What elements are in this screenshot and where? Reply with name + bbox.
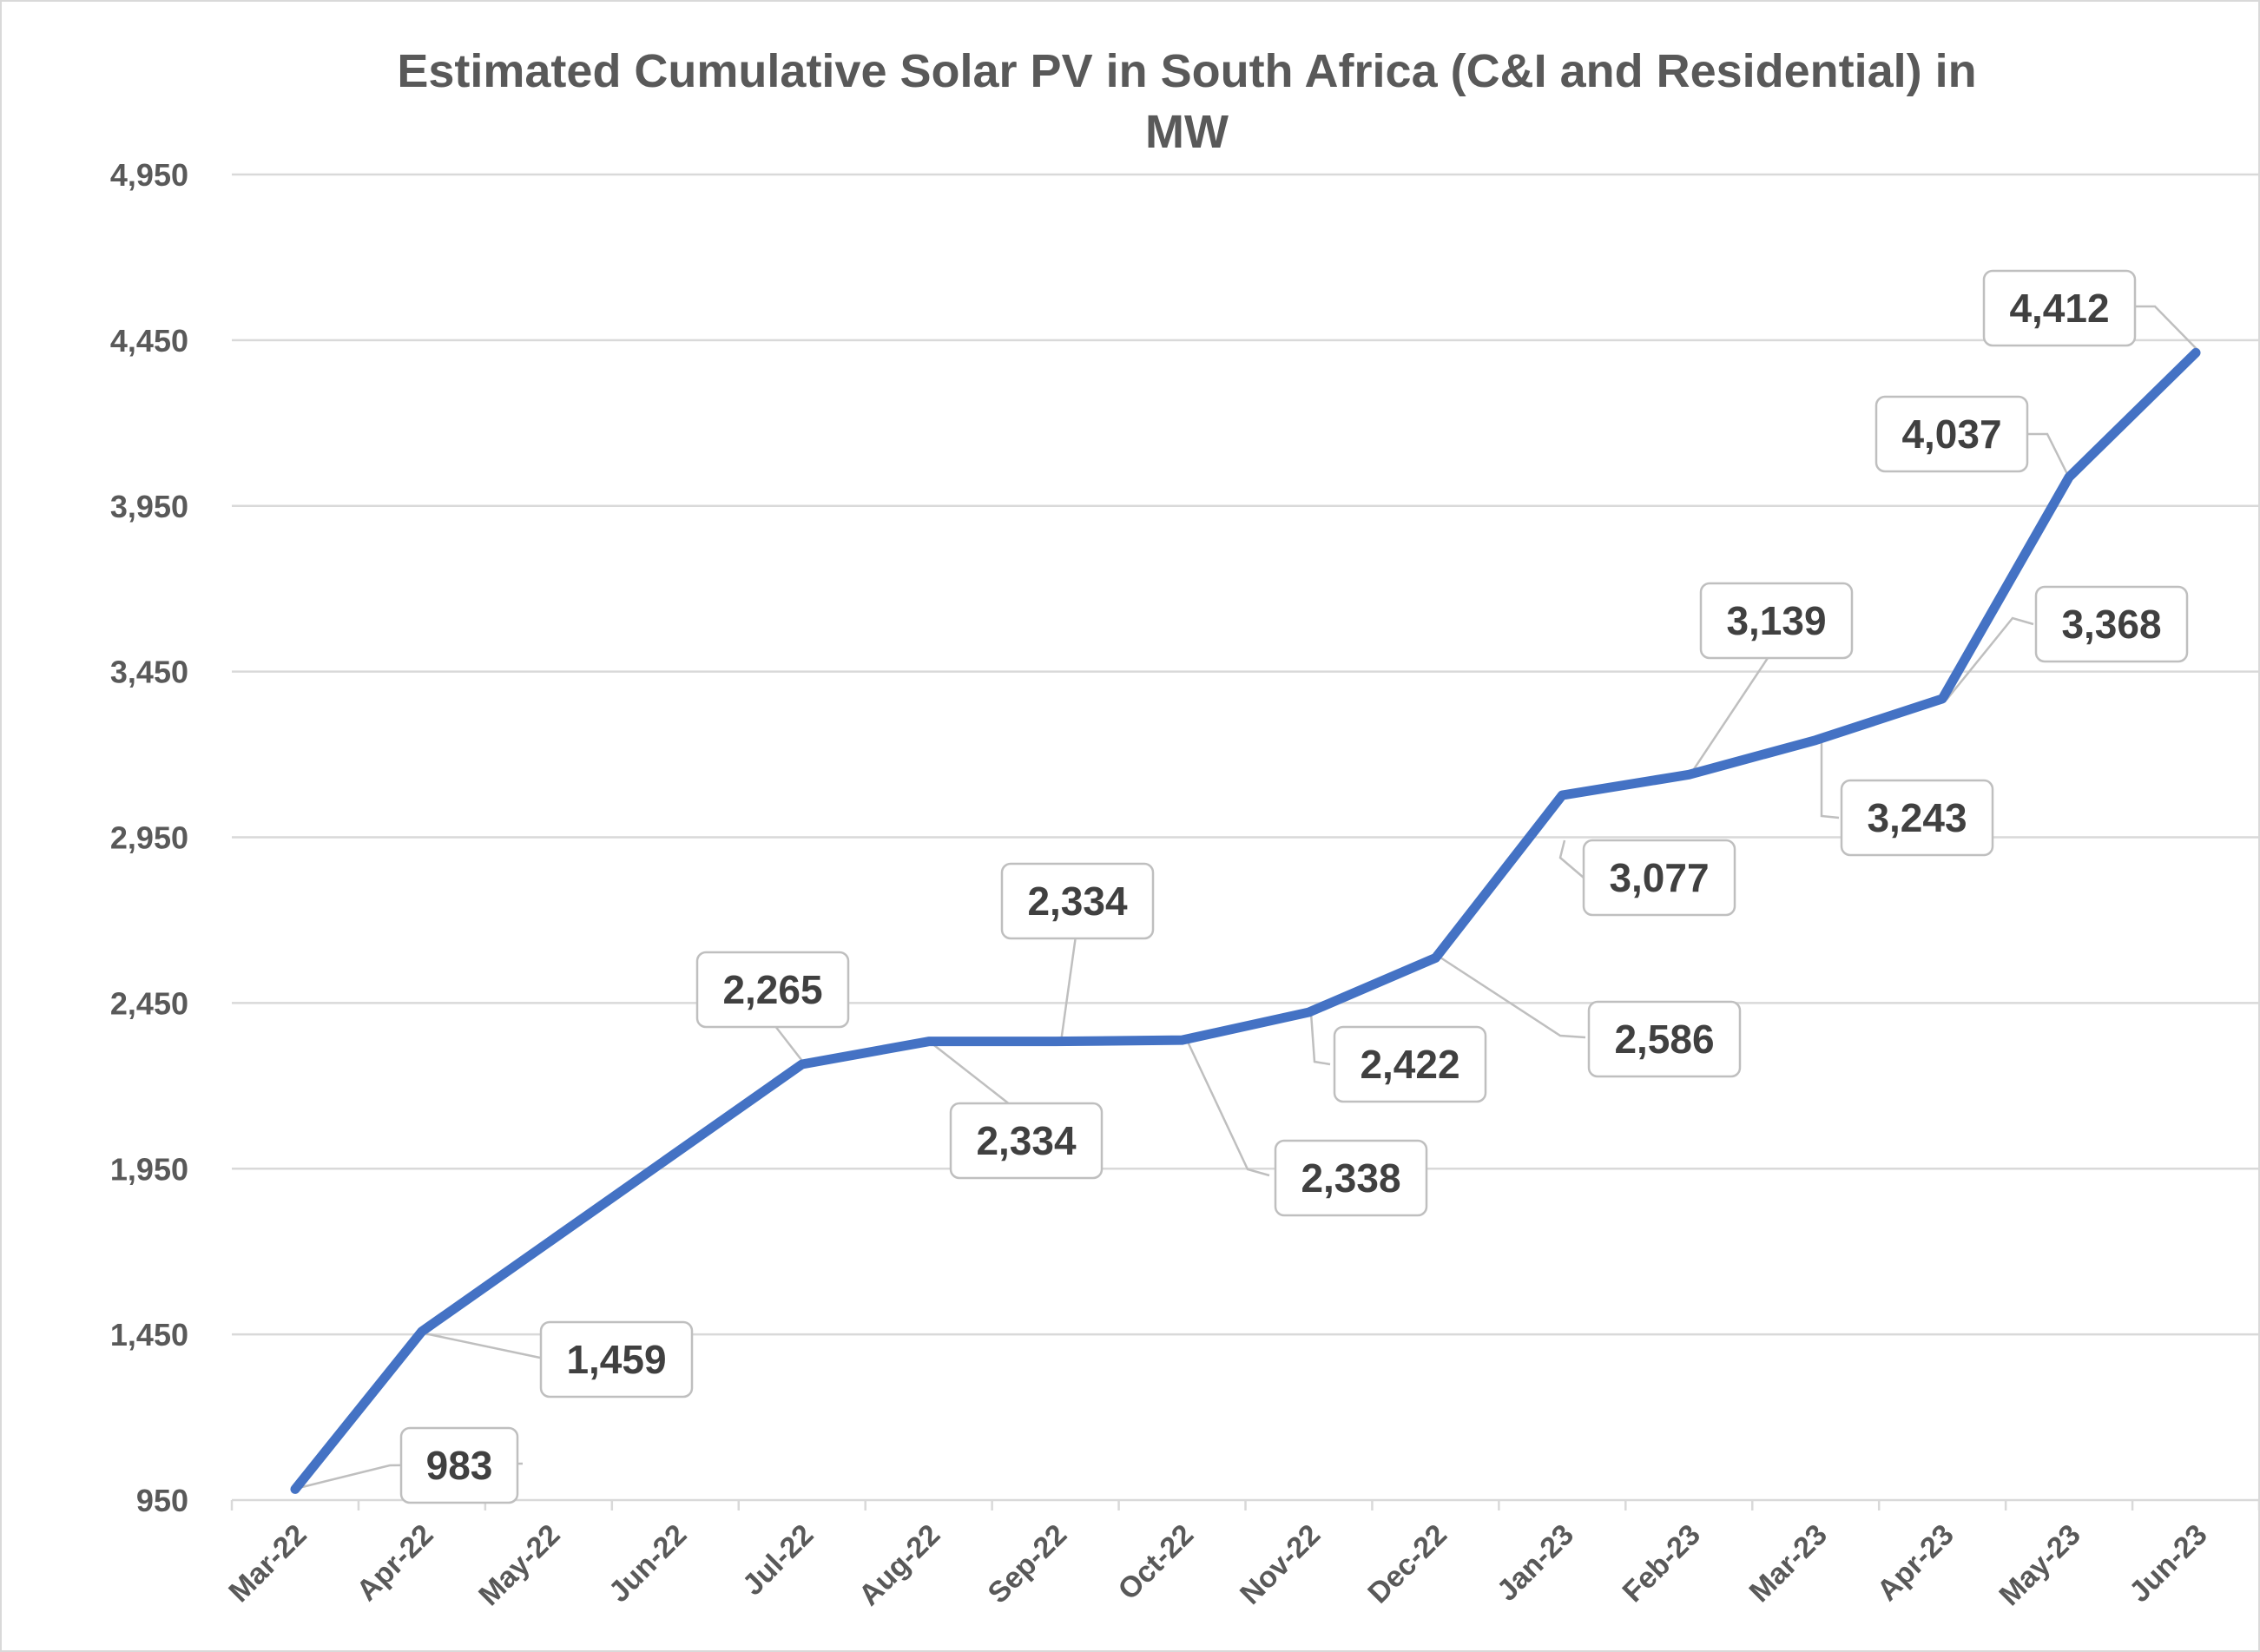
data-point [1686,772,1692,778]
y-tick-label: 2,450 [110,985,188,1021]
data-label-box [399,1426,519,1504]
data-label-leader [1309,1012,1331,1066]
data-label-box [1587,1000,1742,1078]
data-point [2066,474,2072,480]
data-label: 4,037 [1901,411,2001,457]
data-point [1559,793,1565,799]
y-tick-label: 1,950 [110,1151,188,1187]
data-label-leader [1185,1039,1270,1177]
y-tick-label: 1,450 [110,1317,188,1353]
data-point [799,1061,805,1067]
data-label-leader [2134,305,2199,352]
x-tick-label: Nov-22 [1234,1518,1327,1611]
data-label: 3,139 [1726,598,1826,643]
data-point [418,1328,425,1334]
x-tick-label: Mar-23 [1743,1518,1834,1609]
data-label: 2,422 [1360,1042,1459,1087]
x-tick-label: Mar-22 [222,1518,313,1609]
data-label-box [2034,585,2189,663]
data-label: 4,412 [2009,286,2109,331]
data-label-leader [1558,839,1585,879]
x-tick-label: Jun-23 [2123,1518,2213,1609]
data-label-leader [1946,616,2034,701]
chart-title-line-2: MW [1145,106,1229,158]
data-point [292,1486,298,1492]
y-tick-label: 4,950 [110,157,188,193]
x-tick-label: Apr-23 [1871,1518,1960,1608]
data-label-box [539,1320,694,1399]
data-label: 2,338 [1301,1155,1400,1201]
data-label-box [1274,1139,1428,1217]
data-label-box [1699,582,1854,660]
data-label: 983 [426,1443,493,1488]
data-label: 3,077 [1609,855,1709,900]
data-label-box [1840,779,1994,857]
data-label-box [1000,862,1155,940]
y-tick-label: 3,450 [110,655,188,690]
data-label: 2,334 [976,1118,1077,1163]
data-point [1179,1037,1185,1043]
data-label: 1,459 [566,1337,666,1382]
data-label-box [695,951,850,1029]
data-label: 2,265 [722,967,822,1012]
x-tick-label: Dec-22 [1361,1518,1453,1610]
y-tick-label: 2,950 [110,820,188,856]
data-point [1306,1010,1312,1016]
data-label: 2,586 [1614,1017,1714,1062]
x-tick-label: Feb-23 [1617,1518,1707,1609]
x-tick-label: Oct-22 [1111,1518,1200,1607]
data-label-leader [1689,644,1778,775]
data-point [1433,955,1439,961]
data-label-box [1982,269,2137,347]
x-tick-label: Apr-22 [351,1518,440,1608]
x-tick-label: May-22 [472,1518,566,1612]
x-tick-label: Jan-23 [1491,1518,1580,1608]
data-label-leader [1440,956,1586,1039]
data-label-leader [424,1332,541,1359]
data-point [1813,737,1819,743]
data-label-box [1333,1025,1487,1103]
y-tick-label: 4,450 [110,323,188,359]
series-line [290,347,2201,1494]
x-tick-label: Jun-22 [603,1518,693,1609]
data-label-leader [1820,740,1840,819]
data-point [1940,695,1946,701]
data-label: 2,334 [1027,879,1128,924]
data-label-box [949,1102,1104,1180]
chart-title-line-1: Estimated Cumulative Solar PV in South A… [397,45,1976,97]
data-label-leader [2026,432,2070,477]
x-tick-label: Sep-22 [982,1518,1074,1610]
data-point [926,1038,932,1044]
data-label: 3,243 [1867,795,1967,840]
data-label-leader [1059,923,1079,1043]
data-label: 3,368 [2061,602,2161,647]
x-tick-label: Jul-22 [736,1518,820,1602]
data-point [1052,1038,1058,1044]
data-point [2193,350,2199,356]
data-label-box [1875,395,2029,473]
x-tick-label: Aug-22 [853,1518,946,1612]
y-tick-label: 3,950 [110,489,188,524]
data-label-box [1582,839,1736,917]
y-tick-label: 950 [136,1483,188,1518]
x-tick-label: May-23 [1993,1518,2086,1612]
